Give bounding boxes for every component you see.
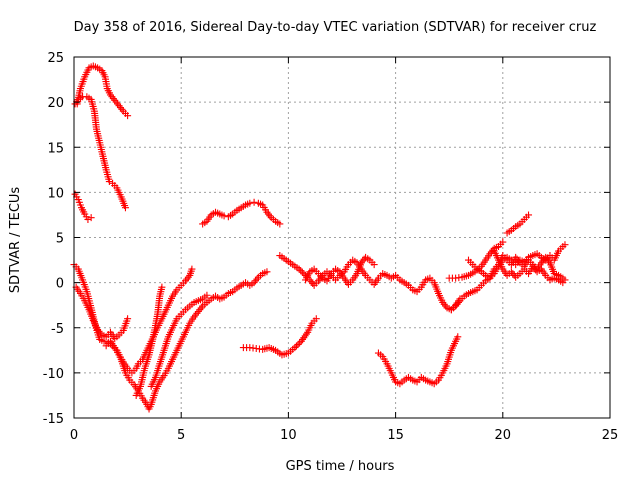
y-tick-label: 10 [47, 186, 64, 201]
data-point [561, 241, 569, 249]
x-axis-label: GPS time / hours [286, 459, 395, 474]
y-tick-label: 20 [47, 96, 64, 111]
grid [74, 57, 610, 418]
y-tick-label: 15 [47, 141, 64, 156]
x-tick-label: 0 [70, 428, 78, 443]
data-point [87, 214, 95, 222]
data-point [158, 283, 166, 291]
axis-ticks: 0 5 10 15 20 25 -15 -10 -5 0 5 10 15 20 25 [43, 51, 619, 443]
data-point [188, 265, 196, 273]
series-track-l [302, 253, 378, 288]
series-track-q [503, 211, 533, 237]
data-marker [298, 268, 306, 276]
series-track-n [445, 238, 507, 282]
series-track-h [147, 291, 211, 390]
data-point [499, 238, 507, 246]
series-track-i [199, 198, 284, 228]
data-point [295, 265, 303, 273]
data-point [203, 291, 211, 299]
data-point [263, 268, 271, 276]
x-tick-label: 5 [177, 428, 185, 443]
data-point [124, 315, 132, 323]
data-point [276, 220, 284, 228]
data-marker [294, 340, 302, 348]
series-track-p [490, 247, 567, 287]
y-tick-label: 0 [56, 277, 64, 292]
x-tick-label: 10 [280, 428, 297, 443]
series-track-b [73, 62, 132, 120]
data-point [220, 212, 228, 220]
data-point [121, 204, 129, 212]
series-track-g [132, 283, 166, 399]
y-tick-label: -10 [43, 367, 64, 382]
data-point [246, 199, 254, 207]
data-marker [297, 267, 305, 275]
data-point [454, 333, 462, 341]
series-track-k [276, 252, 464, 314]
y-tick-label: 25 [47, 51, 64, 66]
series-track-e [72, 283, 132, 343]
series-track-j [239, 315, 320, 359]
y-axis-label: SDTVAR / TECUs [8, 187, 23, 294]
x-tick-label: 15 [387, 428, 404, 443]
y-tick-label: 5 [56, 232, 64, 247]
data-point [291, 344, 299, 352]
series-track-c [71, 190, 95, 223]
y-tick-label: -5 [51, 322, 64, 337]
chart-title: Day 358 of 2016, Sidereal Day-to-day VTE… [74, 20, 597, 35]
data-point [250, 198, 258, 206]
x-tick-label: 20 [495, 428, 512, 443]
data-series [70, 62, 569, 413]
data-point [525, 211, 533, 219]
data-marker [296, 339, 304, 347]
data-point [561, 276, 569, 284]
x-tick-label: 25 [602, 428, 619, 443]
data-point [312, 315, 320, 323]
data-point [124, 112, 132, 120]
y-tick-label: -15 [43, 412, 64, 427]
data-marker [292, 342, 300, 350]
series-track-m [374, 333, 462, 388]
series-track-r [464, 252, 569, 284]
data-point [370, 261, 378, 269]
